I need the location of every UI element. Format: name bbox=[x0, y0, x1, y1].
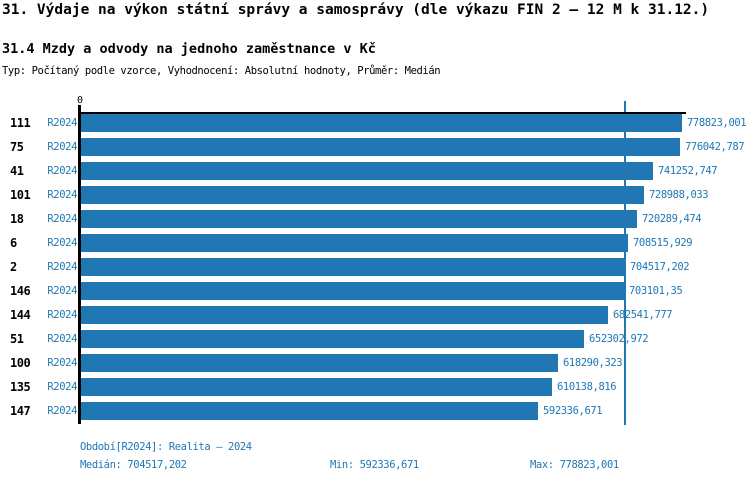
bar-value-label: 618290,323 bbox=[563, 357, 623, 369]
bar-value-label: 704517,202 bbox=[630, 261, 690, 273]
footer-period: Období[R2024]: Realita – 2024 bbox=[80, 441, 252, 453]
row-period-label: R2024 bbox=[47, 165, 77, 177]
bar bbox=[81, 330, 584, 348]
bar bbox=[81, 210, 637, 228]
row-category-label: 147 bbox=[10, 404, 31, 418]
bar bbox=[81, 306, 608, 324]
bar bbox=[81, 138, 680, 156]
row-period-label: R2024 bbox=[47, 117, 77, 129]
row-period-label: R2024 bbox=[47, 141, 77, 153]
chart-meta-info: Typ: Počítaný podle vzorce, Vyhodnocení:… bbox=[2, 65, 441, 77]
row-category-label: 18 bbox=[10, 212, 24, 226]
bar bbox=[81, 402, 538, 420]
row-category-label: 101 bbox=[10, 188, 31, 202]
bar bbox=[81, 234, 628, 252]
x-axis-zero-tick-label: 0 bbox=[76, 95, 84, 106]
row-category-label: 41 bbox=[10, 164, 24, 178]
row-category-label: 75 bbox=[10, 140, 24, 154]
row-category-label: 135 bbox=[10, 380, 31, 394]
row-period-label: R2024 bbox=[47, 357, 77, 369]
row-category-label: 111 bbox=[10, 116, 31, 130]
bar bbox=[81, 354, 558, 372]
row-period-label: R2024 bbox=[47, 333, 77, 345]
bar bbox=[81, 258, 625, 276]
row-category-label: 51 bbox=[10, 332, 24, 346]
bar bbox=[81, 378, 552, 396]
bar-value-label: 708515,929 bbox=[633, 237, 693, 249]
row-period-label: R2024 bbox=[47, 381, 77, 393]
bar-value-label: 682541,777 bbox=[613, 309, 673, 321]
chart-subtitle: 31.4 Mzdy a odvody na jednoho zaměstnanc… bbox=[2, 41, 376, 57]
bar-value-label: 778823,001 bbox=[687, 117, 747, 129]
row-category-label: 100 bbox=[10, 356, 31, 370]
bar-value-label: 652302,972 bbox=[589, 333, 649, 345]
bar bbox=[81, 162, 653, 180]
bar-value-label: 610138,816 bbox=[557, 381, 617, 393]
row-period-label: R2024 bbox=[47, 309, 77, 321]
y-axis-line bbox=[78, 105, 81, 424]
bar-value-label: 592336,671 bbox=[543, 405, 603, 417]
row-period-label: R2024 bbox=[47, 237, 77, 249]
footer-max: Max: 778823,001 bbox=[530, 459, 619, 471]
bar bbox=[81, 186, 644, 204]
bar-value-label: 720289,474 bbox=[642, 213, 702, 225]
row-category-label: 6 bbox=[10, 236, 17, 250]
bar-value-label: 741252,747 bbox=[658, 165, 718, 177]
bar bbox=[81, 282, 624, 300]
row-period-label: R2024 bbox=[47, 213, 77, 225]
page-title: 31. Výdaje na výkon státní správy a samo… bbox=[2, 2, 710, 18]
row-period-label: R2024 bbox=[47, 189, 77, 201]
x-axis-line bbox=[80, 112, 686, 114]
footer-min: Min: 592336,671 bbox=[330, 459, 419, 471]
row-category-label: 144 bbox=[10, 308, 31, 322]
bar-value-label: 776042,787 bbox=[685, 141, 745, 153]
row-category-label: 146 bbox=[10, 284, 31, 298]
bar-value-label: 703101,35 bbox=[629, 285, 683, 297]
row-category-label: 2 bbox=[10, 260, 17, 274]
row-period-label: R2024 bbox=[47, 285, 77, 297]
footer-median: Medián: 704517,202 bbox=[80, 459, 187, 471]
bar bbox=[81, 114, 682, 132]
median-reference-line bbox=[624, 101, 626, 425]
bar-value-label: 728988,033 bbox=[649, 189, 709, 201]
row-period-label: R2024 bbox=[47, 405, 77, 417]
row-period-label: R2024 bbox=[47, 261, 77, 273]
